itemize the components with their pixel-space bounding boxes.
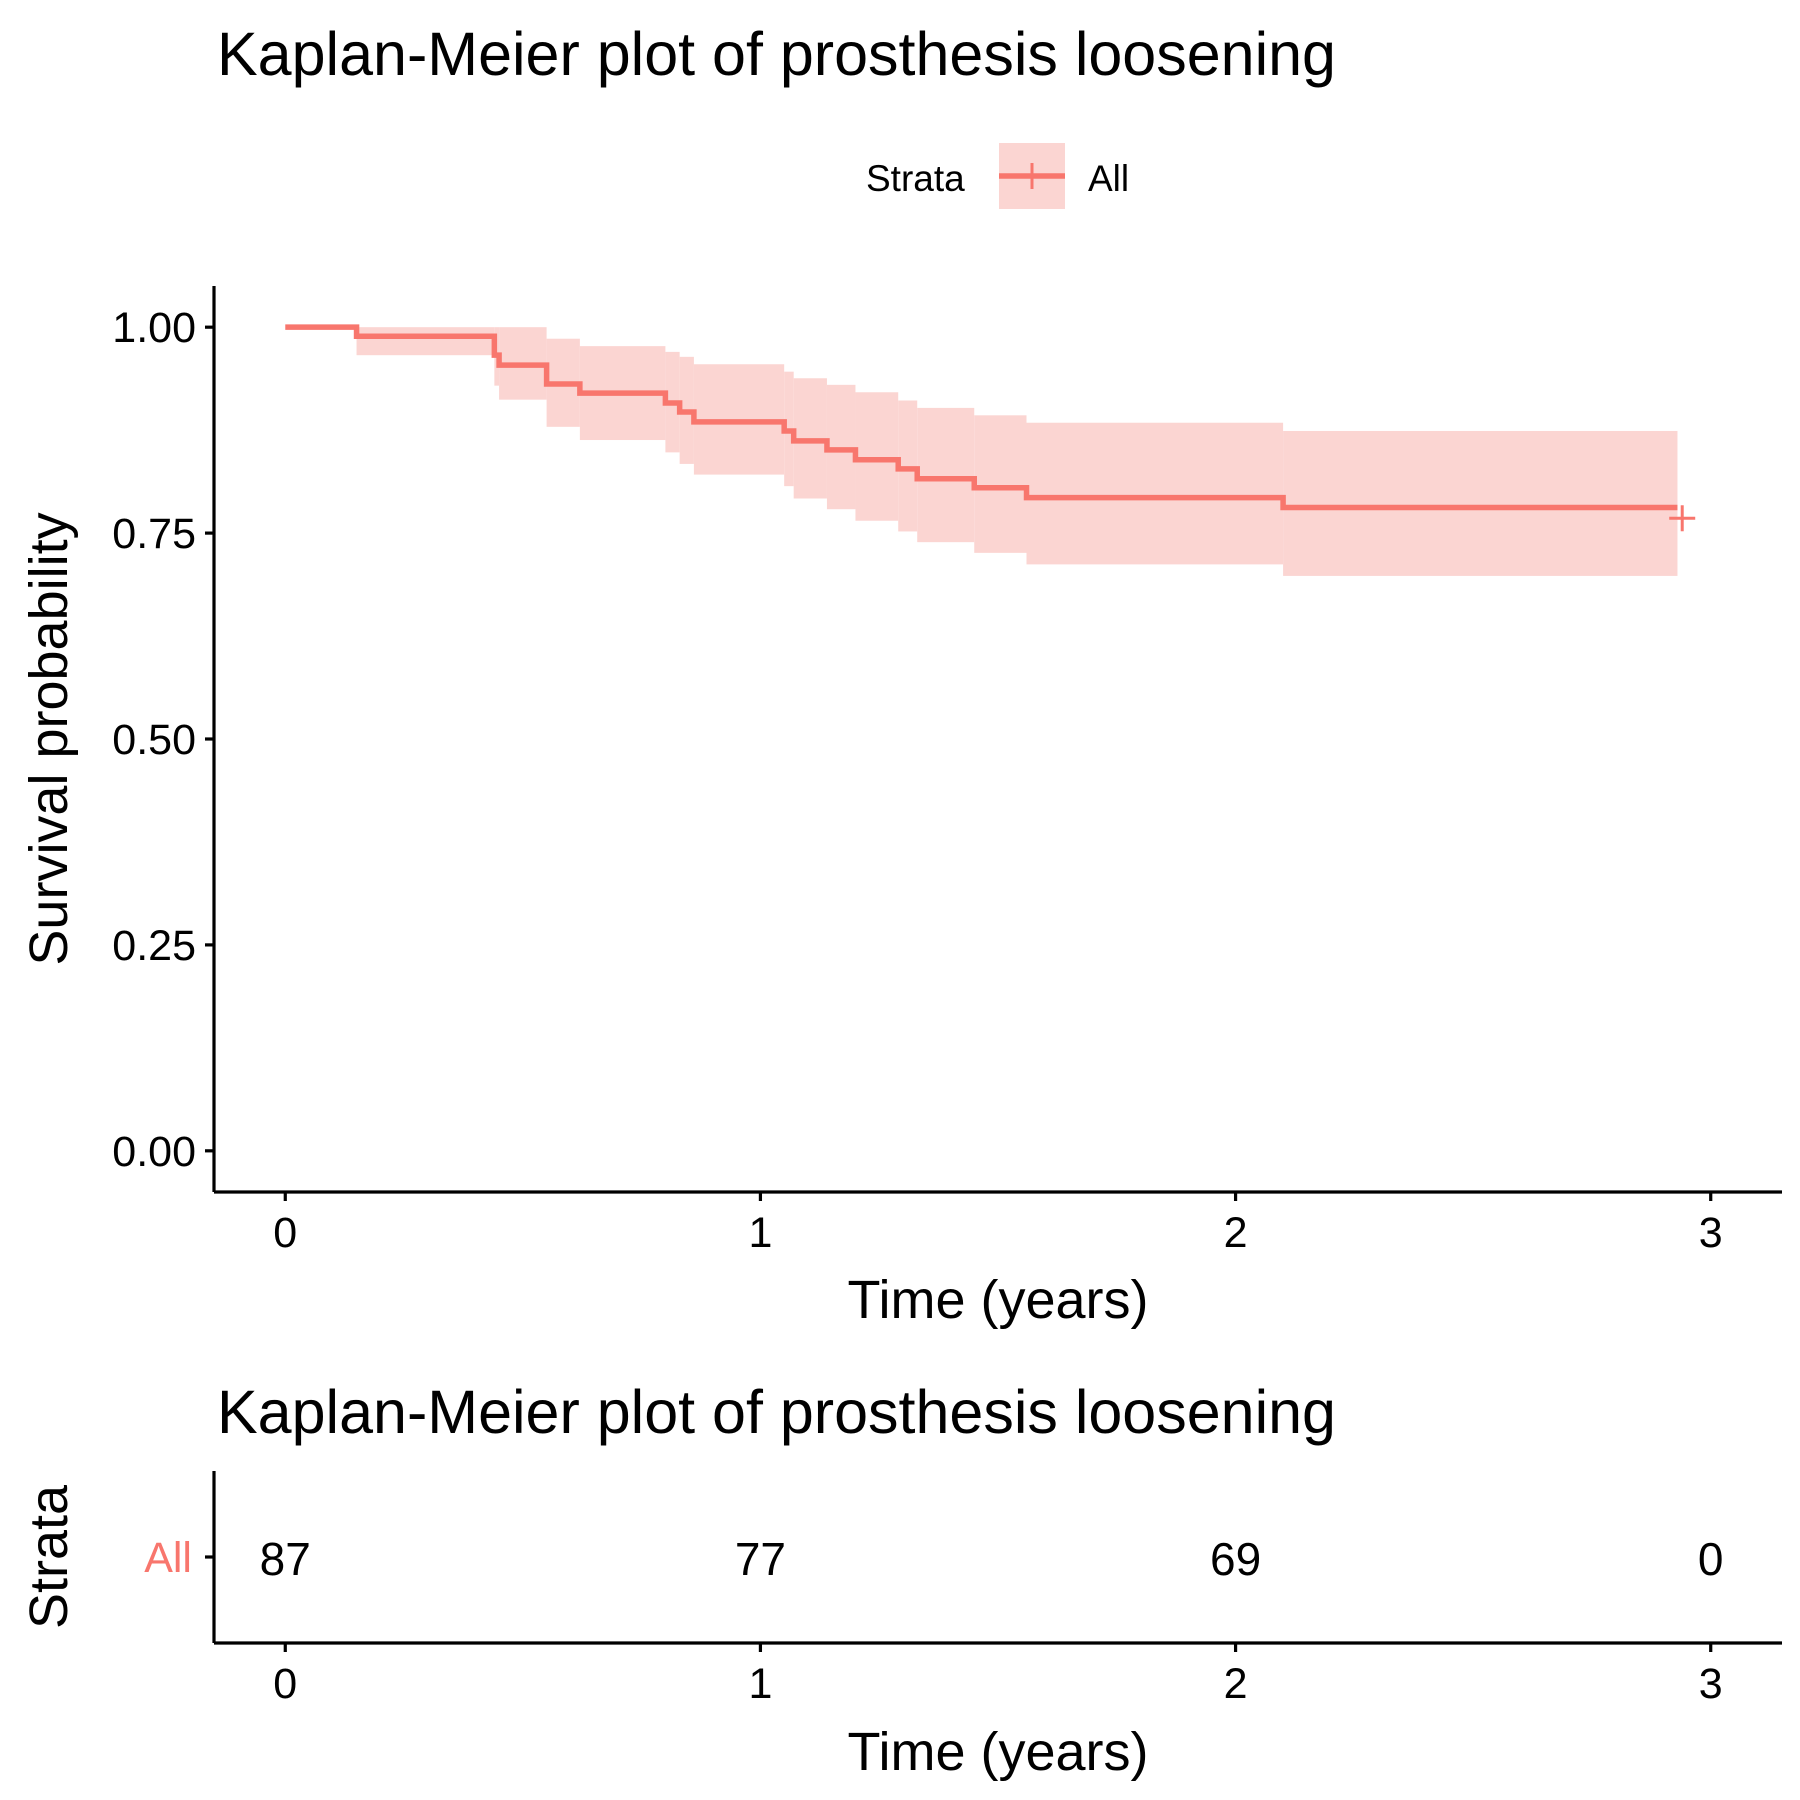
- risk-table-x-tick-label: 0: [273, 1660, 297, 1708]
- ci-band-segment: [917, 407, 975, 543]
- x-tick-label: 1: [748, 1209, 772, 1257]
- ci-band-segment: [356, 327, 495, 356]
- x-tick-label: 2: [1224, 1209, 1248, 1257]
- ci-band-segment: [1026, 422, 1284, 565]
- survival-curve-all: [285, 324, 1678, 511]
- x-tick-label: 0: [273, 1209, 297, 1257]
- ci-band-segment: [1283, 430, 1678, 576]
- y-tick-label: 0.00: [112, 1128, 196, 1176]
- risk-table-cell: 69: [1210, 1533, 1261, 1585]
- ci-band-segment: [826, 384, 856, 510]
- y-axis-title: Survival probability: [19, 512, 79, 965]
- risk-table-x-tick-label: 3: [1699, 1660, 1723, 1708]
- risk-table-row-label: All: [144, 1534, 192, 1582]
- legend-label-all: All: [1088, 158, 1129, 199]
- risk-table-cell: 77: [735, 1533, 786, 1585]
- legend-title: Strata: [866, 158, 965, 199]
- risk-table-x-axis-title: Time (years): [847, 1722, 1148, 1782]
- y-tick-label: 1.00: [112, 304, 196, 352]
- ci-band-segment: [974, 415, 1027, 553]
- y-ticks: 0.00 0.25 0.50 0.75 1.00: [112, 304, 214, 1176]
- legend-key: [999, 143, 1065, 209]
- y-tick-label: 0.25: [112, 922, 196, 970]
- risk-table-x-tick-label: 2: [1224, 1660, 1248, 1708]
- x-ticks: 0 1 2 3: [273, 1192, 1723, 1257]
- ci-band-segment: [855, 392, 899, 521]
- risk-table-x-ticks: 0 1 2 3: [273, 1643, 1723, 1708]
- risk-table-cell: 87: [260, 1533, 311, 1585]
- survival-curve-layer: [285, 324, 1696, 532]
- chart-title: Kaplan-Meier plot of prosthesis loosenin…: [217, 20, 1336, 88]
- x-axis-title: Time (years): [847, 1270, 1148, 1330]
- x-tick-label: 3: [1699, 1209, 1723, 1257]
- legend: Strata All: [866, 143, 1129, 209]
- risk-table-cell: 0: [1698, 1533, 1724, 1585]
- ci-band-segment: [898, 400, 918, 532]
- risk-table-x-tick-label: 1: [748, 1660, 772, 1708]
- risk-table-cells: 87 77 69 0: [260, 1533, 1724, 1585]
- confidence-band-layer: [356, 327, 1678, 576]
- y-tick-label: 0.75: [112, 510, 196, 558]
- risk-table-y-axis-title: Strata: [19, 1484, 79, 1629]
- risk-table-title: Kaplan-Meier plot of prosthesis loosenin…: [217, 1378, 1336, 1446]
- y-tick-label: 0.50: [112, 716, 196, 764]
